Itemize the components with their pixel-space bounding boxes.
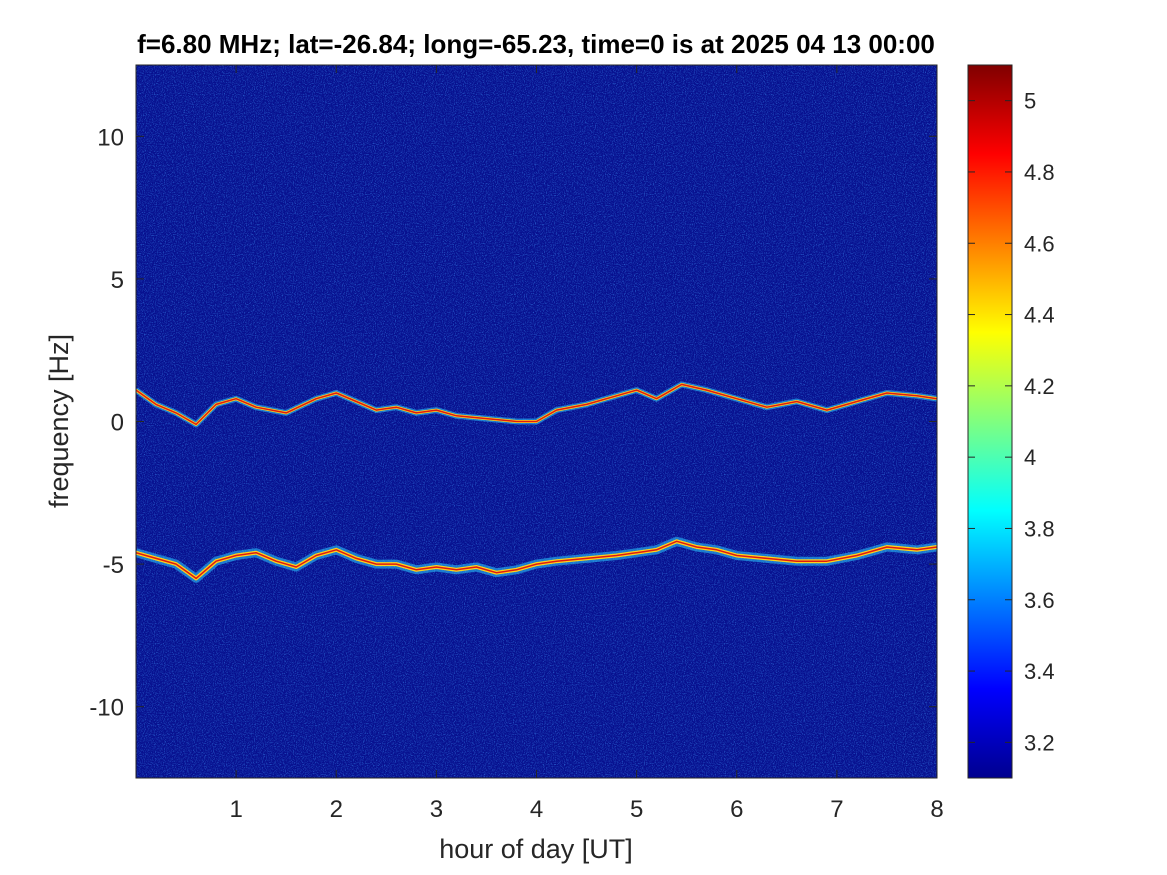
colorbar-tick-label: 4.2 <box>1024 374 1055 399</box>
plot-area <box>135 64 938 779</box>
colorbar-tick-label: 4.6 <box>1024 231 1055 256</box>
chart-title: f=6.80 MHz; lat=-26.84; long=-65.23, tim… <box>137 29 935 59</box>
colorbar-tick-label: 3.8 <box>1024 516 1055 541</box>
y-tick-label: -10 <box>89 695 124 722</box>
x-axis-ticks: 1 2 3 4 5 6 7 8 <box>229 65 944 823</box>
colorbar-gradient <box>968 65 1012 778</box>
y-tick-label: -5 <box>103 552 124 579</box>
x-tick-label: 6 <box>730 796 743 823</box>
x-tick-label: 3 <box>430 796 443 823</box>
y-axis-ticks: 10 5 0 -5 -10 <box>89 124 937 722</box>
colorbar-frame <box>967 64 1013 779</box>
colorbar-ticks: 5 4.8 4.6 4.4 4.2 4 3.8 3.6 3.4 3.2 <box>968 89 1055 755</box>
colorbar-tick-label: 4.8 <box>1024 160 1055 185</box>
y-tick-label: 0 <box>111 410 124 437</box>
colorbar-tick-label: 4.4 <box>1024 303 1055 328</box>
x-tick-label: 1 <box>229 796 242 823</box>
colorbar-tick-label: 3.2 <box>1024 730 1055 755</box>
x-tick-label: 4 <box>530 796 543 823</box>
y-tick-label: 5 <box>111 267 124 294</box>
colorbar-tick-label: 5 <box>1024 89 1036 114</box>
x-tick-label: 8 <box>930 796 943 823</box>
x-tick-label: 5 <box>630 796 643 823</box>
x-tick-label: 7 <box>830 796 843 823</box>
colorbar-tick-label: 3.6 <box>1024 588 1055 613</box>
colorbar: 5 4.8 4.6 4.4 4.2 4 3.8 3.6 3.4 3.2 <box>967 64 1055 779</box>
colorbar-tick-label: 4 <box>1024 445 1036 470</box>
y-tick-label: 10 <box>97 124 124 151</box>
trace-core <box>136 540 937 580</box>
x-axis-label: hour of day [UT] <box>439 834 633 864</box>
x-tick-label: 2 <box>330 796 343 823</box>
trace-core <box>136 383 937 426</box>
y-axis-label: frequency [Hz] <box>44 334 74 508</box>
colorbar-tick-label: 3.4 <box>1024 659 1055 684</box>
signal-traces <box>136 381 937 583</box>
